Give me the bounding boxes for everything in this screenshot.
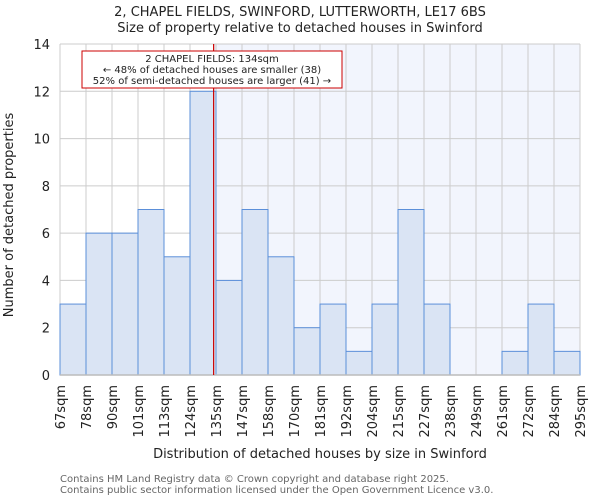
bar — [111, 232, 139, 376]
bar — [241, 209, 269, 376]
chart-title: 2, CHAPEL FIELDS, SWINFORD, LUTTERWORTH,… — [114, 5, 486, 20]
x-tick-label: 90sqm — [106, 385, 121, 429]
x-tick-label: 227sqm — [418, 385, 433, 438]
annotation-box: 2 CHAPEL FIELDS: 134sqm ← 48% of detache… — [81, 50, 343, 89]
bar — [319, 303, 347, 376]
y-tick-label: 14 — [33, 38, 50, 53]
bar — [189, 90, 217, 376]
chart-subtitle: Size of property relative to detached ho… — [117, 21, 482, 36]
bar — [371, 303, 399, 376]
annotation-line-2: ← 48% of detached houses are smaller (38… — [103, 65, 321, 76]
bar — [423, 303, 451, 376]
x-tick-label: 113sqm — [158, 385, 173, 438]
y-tick-label: 4 — [42, 274, 50, 289]
y-axis-label: Number of detached properties — [2, 113, 17, 318]
bar — [163, 256, 191, 376]
x-tick-label: 101sqm — [132, 385, 147, 438]
y-tick-label: 8 — [42, 180, 50, 195]
x-tick-label: 192sqm — [340, 385, 355, 438]
x-axis-label: Distribution of detached houses by size … — [153, 447, 487, 462]
x-tick-label: 78sqm — [80, 385, 95, 429]
x-tick-label: 295sqm — [574, 385, 589, 438]
y-tick-label: 0 — [42, 369, 50, 384]
bar — [293, 327, 321, 376]
annotation-line-3: 52% of semi-detached houses are larger (… — [93, 76, 331, 87]
y-tick-label: 6 — [42, 227, 50, 242]
footer-line-1: Contains HM Land Registry data © Crown c… — [60, 474, 449, 485]
annotation-line-1: 2 CHAPEL FIELDS: 134sqm — [145, 54, 279, 65]
bar — [59, 303, 87, 376]
x-tick-label: 124sqm — [184, 385, 199, 438]
y-tick-label: 12 — [33, 85, 50, 100]
bar — [137, 209, 165, 376]
x-tick-label: 181sqm — [314, 385, 329, 438]
y-tick-label: 2 — [42, 322, 50, 337]
x-tick-label: 215sqm — [392, 385, 407, 438]
x-tick-label: 170sqm — [288, 385, 303, 438]
footer-line-2: Contains public sector information licen… — [60, 485, 494, 496]
x-tick-label: 272sqm — [522, 385, 537, 438]
bar — [267, 256, 295, 376]
y-tick-label: 10 — [33, 133, 50, 148]
bar — [553, 350, 581, 376]
x-tick-label: 147sqm — [236, 385, 251, 438]
x-tick-label: 261sqm — [496, 385, 511, 438]
x-tick-label: 238sqm — [444, 385, 459, 438]
bar — [527, 303, 555, 376]
bar — [215, 279, 243, 376]
bar — [397, 209, 425, 376]
x-tick-label: 67sqm — [54, 385, 69, 429]
bar — [501, 350, 529, 376]
x-tick-label: 249sqm — [470, 385, 485, 438]
x-tick-label: 204sqm — [366, 385, 381, 438]
x-tick-label: 284sqm — [548, 385, 563, 438]
bar — [85, 232, 113, 376]
bar — [345, 350, 373, 376]
x-tick-label: 158sqm — [262, 385, 277, 438]
x-tick-label: 135sqm — [210, 385, 225, 438]
